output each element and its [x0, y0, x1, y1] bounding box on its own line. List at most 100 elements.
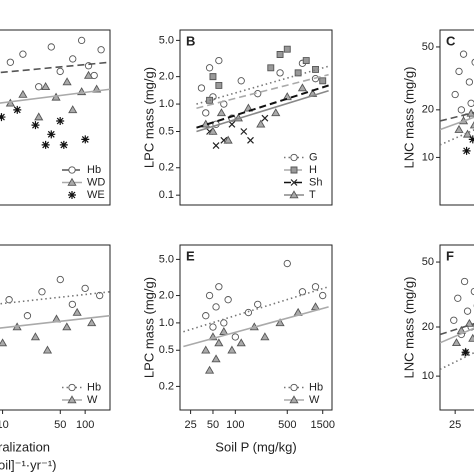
fit-line	[196, 89, 329, 133]
point	[6, 58, 15, 66]
legend-label: W	[87, 394, 98, 406]
y-axis-label: LNC mass (mg/g)	[401, 67, 416, 169]
point	[310, 302, 321, 311]
panel-label: E	[186, 248, 195, 263]
point	[283, 259, 291, 268]
y-tick-label: 10	[422, 151, 434, 163]
point	[276, 69, 284, 77]
point	[282, 92, 292, 101]
x-axis-label: oil]⁻¹·yr⁻¹)	[0, 457, 57, 472]
point	[212, 142, 220, 150]
point	[31, 121, 40, 130]
legend-label: Hb	[87, 164, 101, 176]
point	[208, 126, 218, 135]
point	[13, 105, 22, 114]
point	[224, 296, 232, 304]
y-tick-label: 20	[422, 104, 434, 116]
fit-line	[183, 306, 329, 348]
point	[219, 327, 229, 335]
x-tick-label: 100	[76, 419, 94, 431]
point	[38, 288, 46, 296]
point	[216, 108, 227, 117]
point	[451, 338, 462, 347]
point	[204, 365, 215, 374]
x-tick-label: 10	[0, 419, 9, 431]
plot-area	[440, 277, 474, 371]
plot-frame	[179, 244, 333, 411]
legend-label: Hb	[309, 381, 323, 393]
point	[468, 333, 474, 342]
point	[271, 108, 281, 117]
point	[220, 319, 228, 327]
point	[212, 303, 220, 311]
y-tick-label: 50	[422, 41, 434, 53]
x-tick-label: 500	[278, 419, 296, 431]
y-tick-label: 0.2	[159, 380, 174, 392]
point	[455, 67, 463, 75]
y-tick-label: 0.5	[159, 344, 174, 356]
point	[468, 135, 474, 144]
point	[464, 318, 474, 327]
x-tick-label: 50	[207, 419, 219, 431]
y-axis-label: LPC mass (mg/g)	[141, 67, 156, 168]
point	[275, 318, 285, 327]
point	[457, 106, 466, 114]
point	[202, 312, 210, 320]
point	[215, 57, 223, 65]
legend-label: WD	[87, 176, 105, 188]
legend-marker	[67, 177, 77, 186]
legend-marker	[67, 395, 77, 404]
point	[312, 65, 319, 73]
point	[205, 291, 214, 300]
fit-line	[440, 327, 474, 344]
y-axis-label: LPC mass (mg/g)	[141, 277, 156, 378]
x-tick-label: 1500	[310, 419, 334, 431]
point	[261, 114, 269, 122]
fit-line	[0, 61, 110, 74]
point	[30, 332, 41, 341]
point	[228, 120, 236, 128]
point	[236, 338, 246, 347]
point	[18, 89, 28, 98]
y-tick-label: 2.0	[159, 289, 174, 301]
legend-label: WE	[87, 189, 105, 201]
fit-line	[0, 88, 110, 104]
point	[454, 294, 462, 302]
point	[0, 338, 8, 347]
plot-frame	[179, 29, 333, 206]
point	[215, 82, 223, 89]
y-tick-label: 20	[422, 321, 434, 333]
point	[59, 140, 68, 149]
point	[197, 84, 206, 92]
point	[47, 130, 56, 139]
point	[231, 333, 239, 341]
point	[454, 124, 464, 133]
point	[62, 322, 72, 331]
x-axis-label: ralization	[0, 439, 50, 454]
fit-line	[0, 290, 110, 305]
y-tick-label: 1.0	[159, 317, 174, 329]
point	[254, 90, 262, 98]
point	[244, 308, 253, 317]
fit-line	[196, 84, 329, 129]
plot-area	[0, 275, 110, 354]
y-tick-label: 5.0	[159, 253, 174, 265]
point	[214, 338, 224, 347]
y-tick-label: 5.0	[159, 34, 174, 46]
point	[465, 78, 474, 86]
y-tick-label: 0.1	[159, 189, 174, 201]
panel-label: B	[186, 33, 195, 48]
point	[56, 67, 64, 75]
fit-line	[440, 322, 474, 336]
x-tick-label: 25	[449, 419, 461, 431]
y-tick-label: 0.5	[159, 125, 174, 137]
point	[68, 300, 77, 308]
point	[470, 287, 474, 296]
x-tick-label: 25	[184, 419, 196, 431]
point	[41, 82, 51, 90]
point	[19, 50, 27, 58]
point	[201, 345, 211, 354]
